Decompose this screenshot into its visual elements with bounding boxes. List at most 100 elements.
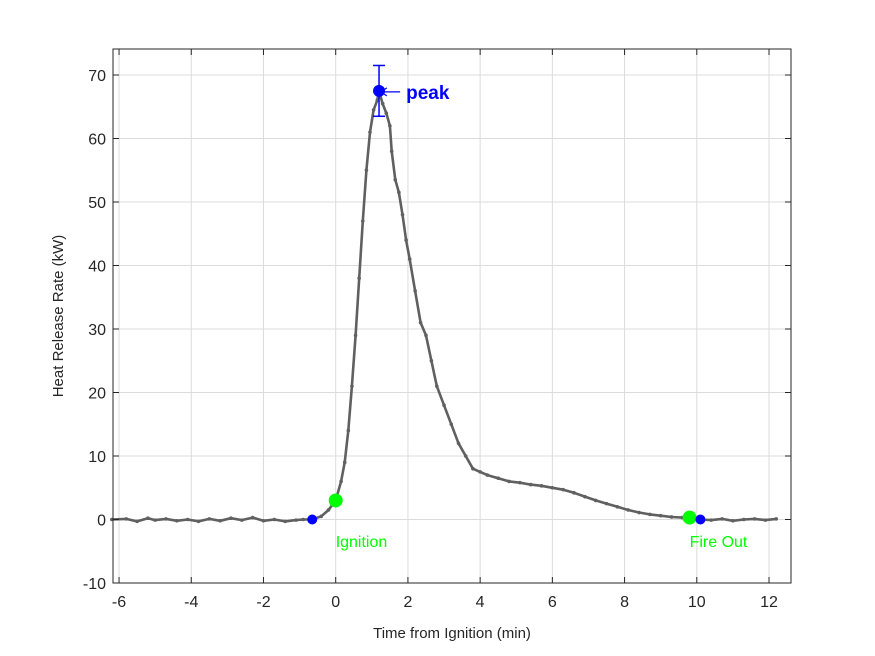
data-point: [658, 513, 663, 518]
data-point: [368, 130, 372, 134]
data-point: [360, 219, 365, 223]
data-point: [229, 516, 233, 521]
data-point: [397, 190, 401, 195]
data-point: [319, 514, 324, 519]
y-tick-label: 40: [88, 259, 106, 276]
data-point: [593, 498, 598, 503]
annotation-ignition: Ignition: [336, 534, 388, 551]
data-point: [615, 505, 620, 509]
y-tick-label: 60: [88, 132, 106, 149]
data-point: [240, 518, 244, 522]
data-point: [604, 501, 609, 506]
data-point: [528, 482, 533, 487]
y-tick-label: 50: [88, 195, 106, 212]
data-point: [485, 473, 490, 477]
data-point: [294, 518, 298, 522]
data-point: [518, 480, 522, 485]
data-point: [185, 517, 190, 522]
data-point: [752, 517, 757, 521]
data-point: [424, 333, 428, 338]
data-point: [572, 491, 576, 495]
data-point: [350, 384, 354, 388]
data-point: [478, 470, 482, 474]
data-point: [709, 518, 714, 522]
data-point: [449, 422, 454, 427]
marker-fire-out: [682, 510, 697, 525]
y-tick-label: 10: [88, 449, 106, 466]
data-point: [731, 518, 735, 523]
x-tick-label: 4: [476, 594, 485, 611]
annotations: Ignition Fire Out peak: [336, 83, 748, 551]
data-point: [207, 517, 212, 521]
data-point: [539, 484, 544, 488]
data-point: [346, 428, 351, 433]
data-point: [380, 101, 385, 106]
data-point: [357, 276, 361, 281]
y-tick-label: -10: [83, 576, 106, 593]
ticks: [113, 49, 791, 584]
x-tick-label: -2: [256, 594, 270, 611]
data-point: [301, 517, 306, 522]
marker-peak: [373, 84, 386, 97]
data-point: [720, 517, 724, 521]
data-point: [741, 517, 746, 522]
data-point: [648, 512, 652, 517]
data-point: [218, 518, 222, 523]
data-point: [175, 518, 179, 523]
data-point: [463, 454, 468, 458]
x-tick-label: 10: [688, 594, 706, 611]
data-point: [669, 515, 674, 519]
data-point: [389, 149, 394, 153]
annotation-fire-out: Fire Out: [690, 534, 748, 551]
data-point: [404, 238, 408, 242]
x-tick-label: -6: [112, 594, 126, 611]
y-tick-label: 20: [88, 386, 106, 403]
x-tick-label: 12: [760, 594, 778, 611]
x-tick-label: 0: [331, 594, 340, 611]
y-axis-label: Heat Release Rate (kW): [50, 235, 67, 398]
data-point: [496, 476, 500, 481]
data-point: [283, 519, 287, 524]
marker-ignition: [328, 493, 343, 508]
data-point: [135, 519, 139, 524]
data-point: [429, 358, 434, 363]
data-point: [164, 517, 168, 521]
data-point: [550, 485, 555, 490]
y-tick-label: 30: [88, 322, 106, 339]
axes-box: [112, 48, 792, 584]
data-point: [442, 403, 446, 408]
data-point: [435, 384, 439, 388]
data-point: [456, 441, 461, 446]
data-point: [413, 289, 417, 293]
data-point: [364, 168, 369, 173]
data-point: [353, 333, 358, 338]
data-point: [418, 320, 423, 325]
marker-pre-ignition: [307, 514, 318, 525]
data-point: [637, 510, 641, 515]
data-point: [774, 517, 779, 521]
data-point: [146, 516, 150, 521]
data-point: [124, 517, 129, 521]
data-point: [393, 177, 398, 182]
plot-area: [113, 49, 791, 583]
x-axis-label: Time from Ignition (min): [373, 625, 531, 642]
data-point: [196, 519, 201, 524]
event-markers: [307, 64, 706, 525]
data-point: [375, 98, 380, 103]
data-point: [371, 108, 376, 112]
peak-label: peak: [406, 83, 450, 104]
data-point: [507, 479, 511, 484]
arrowhead-icon: [379, 87, 388, 97]
data-point: [261, 518, 266, 523]
data-point: [250, 515, 255, 520]
tick-labels: -6 -4 -2 0 2 4 6 8 10 12 -10 0 10 20 30 40 50 60 70: [83, 68, 778, 611]
data-point: [471, 466, 475, 471]
marker-post-fire: [695, 514, 706, 525]
data-point: [400, 212, 405, 217]
data-point: [388, 124, 392, 128]
x-tick-label: 6: [548, 594, 557, 611]
data-point: [763, 518, 768, 522]
y-tick-label: 70: [88, 68, 106, 85]
data-point: [561, 487, 565, 492]
